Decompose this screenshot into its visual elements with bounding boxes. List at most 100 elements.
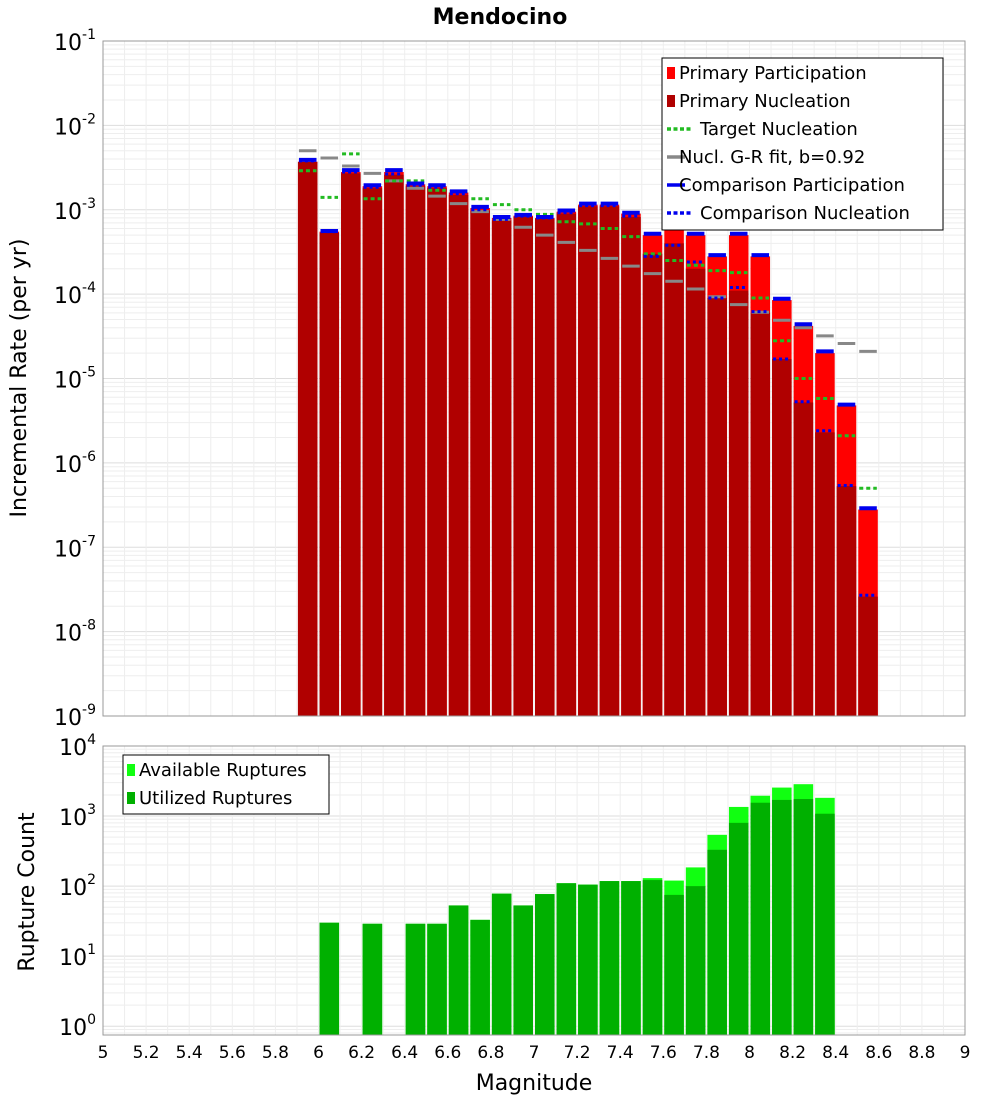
top-y-tick-label: 10-8 — [54, 618, 96, 647]
x-tick-label: 6.8 — [477, 1043, 504, 1063]
utilized-ruptures-bar — [772, 799, 792, 1035]
top-y-ticks: 10-1 10-2 10-3 10-4 10-5 10-6 10-7 10-8 10-9 — [54, 27, 96, 731]
x-tick-label: 5.2 — [133, 1043, 160, 1063]
x-tick-label: 7 — [529, 1043, 540, 1063]
x-tick-label: 5 — [98, 1043, 109, 1063]
nucleation-bar — [858, 596, 878, 716]
utilized-ruptures-bar — [405, 923, 426, 1035]
x-tick-label: 8.6 — [865, 1043, 892, 1063]
nucleation-bar — [621, 217, 641, 716]
nucleation-bar — [448, 194, 469, 716]
nucleation-bar — [685, 268, 706, 716]
utilized-ruptures-bar — [513, 905, 533, 1035]
bottom-bars — [319, 784, 835, 1035]
nucleation-bar — [578, 206, 598, 716]
x-tick-label: 9 — [960, 1043, 971, 1063]
top-y-axis-label: Incremental Rate (per yr) — [7, 239, 32, 518]
top-legend: Primary Participation Primary Nucleation T… — [661, 57, 944, 231]
utilized-ruptures-bar — [664, 894, 684, 1035]
utilized-ruptures-bar — [362, 923, 383, 1035]
utilized-ruptures-bar — [448, 905, 469, 1035]
nucleation-bar — [513, 217, 533, 716]
utilized-ruptures-bar — [728, 822, 749, 1035]
legend-swatch — [127, 792, 135, 804]
utilized-ruptures-bar — [685, 886, 706, 1035]
nucleation-bar — [319, 233, 340, 716]
bottom-y-axis-label: Rupture Count — [15, 812, 40, 972]
nucleation-bar — [362, 188, 383, 717]
utilized-ruptures-bar — [319, 922, 340, 1035]
top-y-tick-label: 10-5 — [54, 365, 96, 394]
top-y-tick-label: 10-1 — [54, 27, 96, 56]
legend-swatch — [127, 764, 135, 776]
nucleation-bar — [384, 174, 404, 716]
utilized-ruptures-bar — [642, 880, 663, 1035]
top-y-tick-label: 10-2 — [54, 111, 96, 140]
utilized-ruptures-bar — [750, 802, 771, 1035]
top-y-tick-label: 10-4 — [54, 280, 96, 309]
nucleation-bar — [535, 218, 555, 716]
top-plot-frame — [102, 40, 966, 717]
x-tick-label: 5.4 — [176, 1043, 203, 1063]
chart-title: Mendocino — [433, 5, 568, 30]
legend-label: Comparison Nucleation — [700, 203, 910, 224]
legend-label: Primary Participation — [679, 63, 867, 84]
bottom-legend: Available Ruptures Utilized Ruptures — [122, 754, 330, 815]
bottom-y-ticks: 100 101 102 103 104 — [59, 732, 96, 1041]
x-axis-label: Magnitude — [476, 1071, 593, 1096]
top-y-tick-label: 10-3 — [54, 196, 96, 225]
nucleation-bar — [750, 312, 771, 716]
x-tick-label: 5.6 — [219, 1043, 246, 1063]
x-tick-label: 6 — [313, 1043, 324, 1063]
nucleation-bar — [836, 486, 857, 716]
legend-swatch — [667, 95, 675, 107]
bottom-y-tick-label: 101 — [59, 942, 96, 971]
legend-label: Available Ruptures — [139, 760, 307, 781]
utilized-ruptures-bar — [535, 894, 555, 1035]
x-tick-label: 5.8 — [262, 1043, 289, 1063]
top-y-tick-label: 10-7 — [54, 533, 96, 562]
nucleation-bar — [815, 432, 835, 716]
nucleation-bar — [427, 188, 447, 717]
legend-label: Comparison Participation — [679, 175, 905, 196]
bottom-y-tick-label: 102 — [59, 872, 96, 901]
utilized-ruptures-bar — [621, 881, 641, 1035]
utilized-ruptures-bar — [556, 883, 577, 1035]
nucleation-bar — [793, 402, 814, 716]
x-tick-label: 6.6 — [434, 1043, 461, 1063]
x-tick-label: 7.8 — [693, 1043, 720, 1063]
utilized-ruptures-bar — [793, 799, 814, 1035]
bottom-legend-box — [122, 754, 330, 815]
utilized-ruptures-bar — [427, 923, 447, 1035]
nucleation-bar — [599, 206, 620, 716]
legend-label: Target Nucleation — [699, 119, 858, 140]
x-tick-label: 8.2 — [779, 1043, 806, 1063]
utilized-ruptures-bar — [815, 813, 835, 1035]
nucleation-bar — [341, 173, 361, 716]
nucleation-bar — [642, 253, 663, 716]
top-legend-box — [661, 57, 944, 231]
bottom-y-tick-label: 100 — [59, 1012, 96, 1041]
bottom-plot-frame — [102, 745, 966, 1036]
legend-label: Utilized Ruptures — [139, 788, 292, 809]
x-tick-label: 8.4 — [822, 1043, 849, 1063]
legend-label: Primary Nucleation — [679, 91, 851, 112]
legend-swatch — [667, 67, 675, 79]
nucleation-bar — [772, 359, 792, 716]
x-tick-label: 7.2 — [564, 1043, 591, 1063]
x-ticks: 5 5.2 5.4 5.6 5.8 6 6.2 6.4 6.6 6.8 7 7.2 7.4 7.6 7.8 8… — [98, 1043, 971, 1063]
nucleation-bar — [405, 186, 426, 716]
x-tick-label: 8.8 — [908, 1043, 935, 1063]
bottom-panel: 100 101 102 103 104 Rupture Count Available … — [15, 732, 966, 1041]
legend-label: Nucl. G-R fit, b=0.92 — [679, 147, 865, 168]
x-tick-label: 6.4 — [391, 1043, 418, 1063]
bottom-y-tick-label: 103 — [59, 802, 96, 831]
x-tick-label: 7.4 — [607, 1043, 634, 1063]
nucleation-bar — [470, 210, 490, 716]
nucleation-bar — [707, 297, 727, 716]
top-bars — [297, 161, 878, 717]
nucleation-bar — [556, 213, 577, 717]
nucleation-bar — [728, 290, 749, 716]
nucleation-bar — [297, 161, 318, 716]
